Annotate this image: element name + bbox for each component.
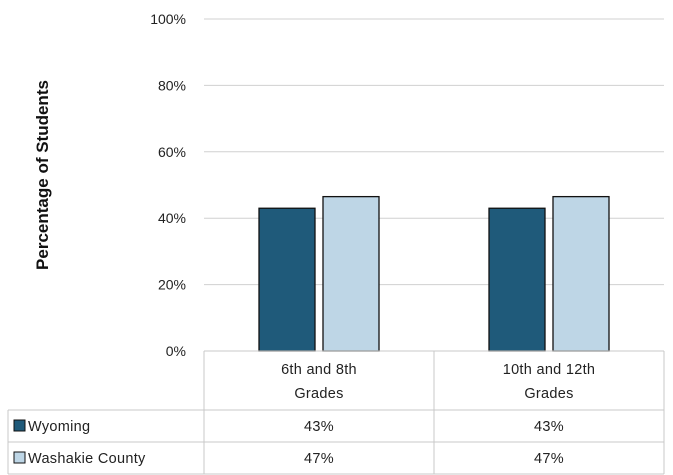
category-label: 10th and 12th: [503, 362, 596, 378]
category-label: Grades: [294, 386, 343, 402]
y-tick-label: 20%: [158, 277, 186, 293]
y-tick-label: 100%: [150, 11, 186, 27]
y-tick-label: 0%: [166, 343, 186, 359]
y-tick-label: 60%: [158, 144, 186, 160]
legend-key: [13, 419, 26, 432]
bars: [258, 195, 610, 352]
bar-washakie-county: [322, 195, 380, 352]
y-tick-labels: 0% 20% 40% 60% 80% 100%: [150, 11, 186, 359]
series-name: Wyoming: [28, 419, 90, 435]
y-tick-label: 80%: [158, 77, 186, 93]
data-label: 43%: [534, 419, 564, 435]
bar-wyoming: [258, 207, 316, 352]
legend-key: [13, 451, 26, 464]
bar-washakie-county: [552, 195, 610, 352]
category-label: 6th and 8th: [281, 362, 357, 378]
y-tick-label: 40%: [158, 210, 186, 226]
category-label: Grades: [524, 386, 573, 402]
data-label: 47%: [304, 451, 334, 467]
data-label: 47%: [534, 451, 564, 467]
bar-wyoming: [488, 207, 546, 352]
data-table: 6th and 8th Grades 10th and 12th Grades Wyom…: [7, 350, 665, 475]
data-label: 43%: [304, 419, 334, 435]
y-axis-label: Percentage of Students: [33, 80, 52, 270]
series-name: Washakie County: [28, 451, 146, 467]
